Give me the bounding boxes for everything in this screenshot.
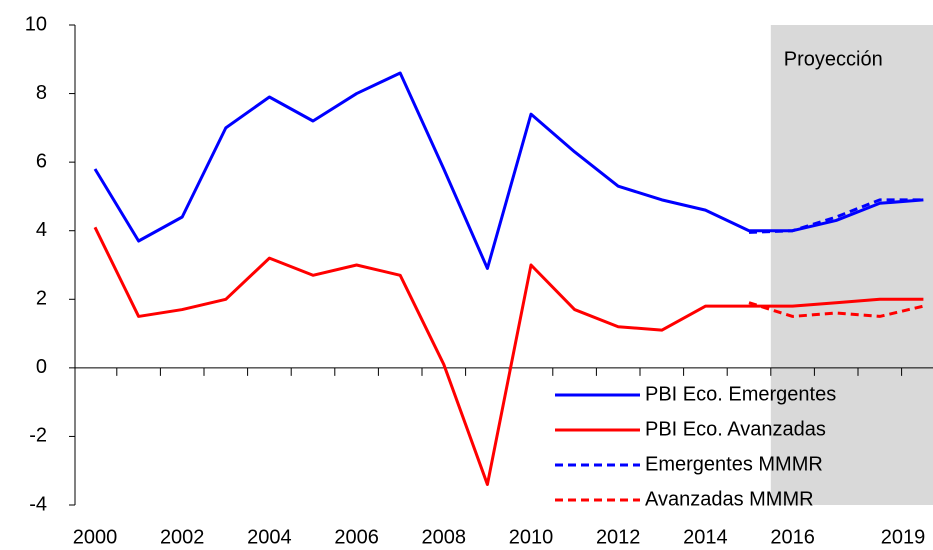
x-tick-label: 2012: [596, 526, 641, 548]
y-tick-label: 0: [36, 356, 47, 378]
y-tick-label: 8: [36, 82, 47, 104]
x-tick-label: 2010: [509, 526, 554, 548]
legend-label: PBI Eco. Avanzadas: [645, 418, 826, 440]
x-tick-label: 2016: [770, 526, 815, 548]
x-tick-label: 2008: [422, 526, 467, 548]
y-tick-label: 2: [36, 288, 47, 310]
legend-label: PBI Eco. Emergentes: [645, 383, 836, 405]
y-tick-label: 4: [36, 219, 47, 241]
x-tick-label: 2019: [881, 526, 926, 548]
x-tick-label: 2000: [73, 526, 118, 548]
x-tick-label: 2006: [334, 526, 379, 548]
annotation: Proyección: [784, 48, 883, 70]
series-line: [748, 301, 924, 318]
x-tick-label: 2002: [160, 526, 205, 548]
series-line: [748, 198, 924, 234]
y-tick-label: 6: [36, 150, 47, 172]
legend-label: Emergentes MMMR: [645, 453, 823, 475]
series-line: [93, 71, 924, 270]
series-line: [93, 226, 924, 486]
y-tick-label: -2: [29, 425, 47, 447]
projection-layer: [770, 25, 933, 505]
projection-shade: [770, 25, 933, 505]
y-tick-label: -4: [29, 493, 47, 515]
x-tick-label: 2014: [683, 526, 728, 548]
x-tick-label: 2004: [247, 526, 292, 548]
legend-label: Avanzadas MMMR: [645, 488, 814, 510]
y-tick-label: 10: [25, 13, 47, 35]
